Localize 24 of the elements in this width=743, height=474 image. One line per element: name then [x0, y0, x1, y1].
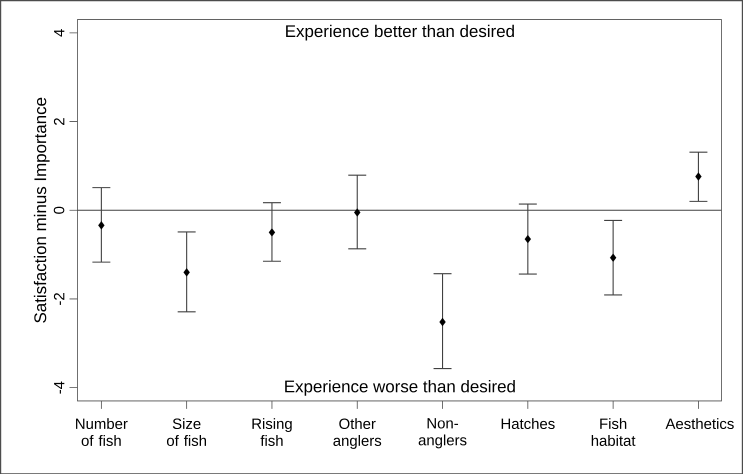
- y-tick-label: 2: [54, 118, 64, 125]
- x-tick-label: Non-anglers: [418, 418, 466, 448]
- annotation: Experience worse than desired: [285, 380, 515, 396]
- y-tick-label: -2: [54, 292, 64, 305]
- point: [354, 208, 360, 216]
- point: [98, 220, 105, 230]
- x-tick-label: Rising fish: [252, 418, 292, 446]
- point: [183, 268, 190, 276]
- y-tick-label: 4: [54, 28, 64, 36]
- point: [610, 253, 616, 262]
- y-axis-title: Satisfaction minus Importance: [34, 98, 50, 323]
- x-tick-label: Size of fish: [166, 418, 206, 446]
- x-tick-label: Number of fish: [76, 418, 128, 446]
- y-tick-label: -4: [54, 381, 64, 394]
- x-tick-label: Other anglers: [333, 418, 382, 449]
- x-tick-label: Fish habitat: [592, 418, 636, 446]
- x-tick-label: Aesthetics: [666, 418, 734, 429]
- x-tick-label: Hatches: [502, 418, 555, 429]
- annotation: Experience better than desired: [286, 24, 514, 40]
- point: [439, 318, 446, 326]
- y-tick-label: 0: [54, 206, 64, 214]
- point: [268, 228, 276, 236]
- point: [524, 234, 532, 244]
- point: [695, 172, 702, 181]
